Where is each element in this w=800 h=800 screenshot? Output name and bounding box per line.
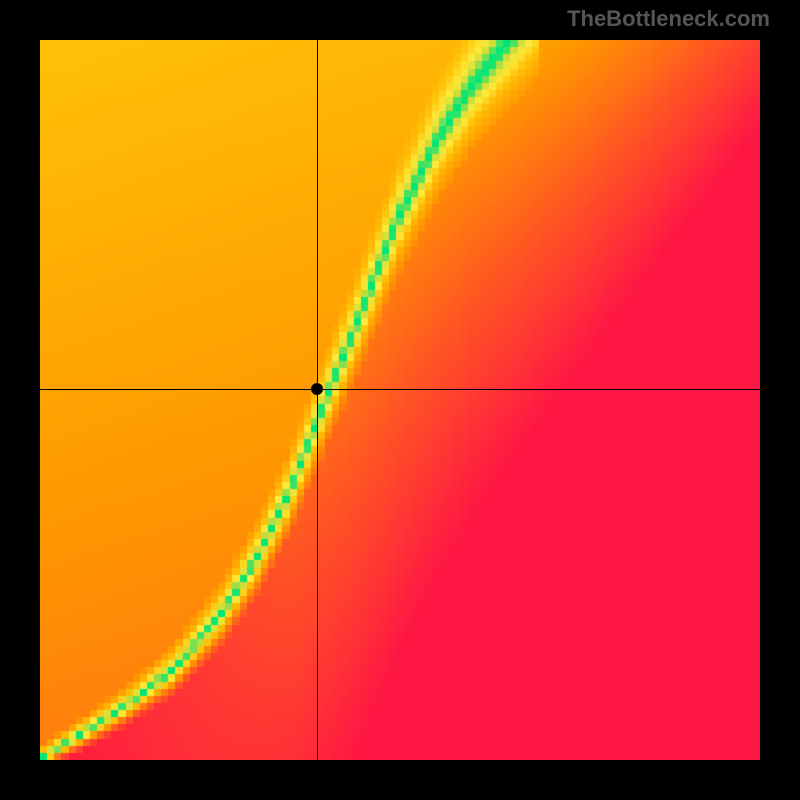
watermark-text: TheBottleneck.com xyxy=(567,6,770,32)
crosshair-horizontal xyxy=(40,389,760,390)
crosshair-vertical xyxy=(317,40,318,760)
heatmap-plot xyxy=(40,40,760,760)
heatmap-canvas xyxy=(40,40,760,760)
crosshair-marker xyxy=(311,383,323,395)
